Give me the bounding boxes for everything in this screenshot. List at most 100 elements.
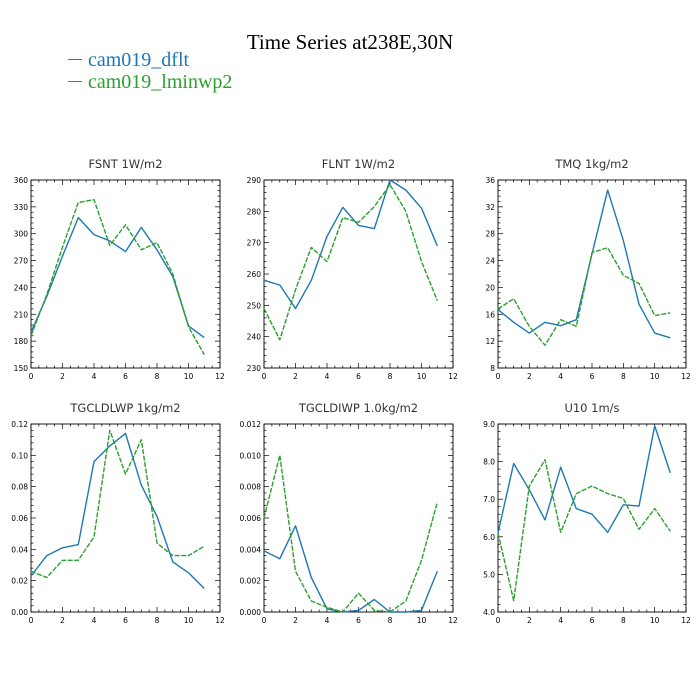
x-tick-label: 4 (325, 616, 330, 625)
y-tick-label: 0.012 (240, 420, 262, 429)
x-tick-label: 12 (681, 616, 691, 625)
y-tick-label: 260 (247, 270, 262, 279)
x-tick-label: 10 (417, 372, 427, 381)
plot-frame (30, 423, 221, 613)
x-tick-label: 4 (92, 616, 97, 625)
plot-frame (263, 423, 454, 613)
x-tick-label: 8 (621, 616, 626, 625)
plot-frame (30, 179, 221, 369)
x-tick-label: 2 (527, 372, 532, 381)
plot-frame (263, 179, 454, 369)
chart-panel-3: TGCLDLWP 1kg/m2 0 2 4 6 8 10 12 0.00 0.02 0.04 0.06… (11, 401, 225, 625)
chart-panel-4: TGCLDIWP 1.0kg/m2 0 2 4 6 8 10 12 0.000 0.002 0.00… (240, 401, 458, 625)
x-tick-label: 12 (681, 372, 691, 381)
y-tick-label: 230 (247, 364, 262, 373)
y-tick-label: 0.08 (11, 483, 28, 492)
y-tick-label: 32 (485, 203, 495, 212)
legend-label-lminwp2: cam019_lminwp2 (88, 71, 233, 93)
x-tick-label: 2 (293, 372, 298, 381)
x-tick-label: 10 (650, 616, 660, 625)
legend-swatch-dflt (68, 58, 82, 60)
series-line-dflt (497, 189, 671, 339)
y-tick-label: 0.008 (240, 483, 262, 492)
x-tick-label: 0 (29, 372, 34, 381)
chart-panel-0: FSNT 1W/m2 0 2 4 6 8 10 12 150 180 210 240 270 300 330… (14, 157, 225, 381)
series-line-lminwp2 (30, 198, 205, 355)
series-line-dflt (263, 179, 438, 310)
chart-panel-5: U10 1m/s 0 2 4 6 8 10 12 4.0 5.0 6.0 7.0 8.0 9.0 (483, 401, 691, 625)
series-line-dflt (263, 525, 438, 613)
legend-label-dflt: cam019_dflt (88, 49, 190, 71)
y-tick-label: 0.02 (11, 577, 28, 586)
y-tick-label: 240 (247, 333, 262, 342)
plot-frame (497, 423, 687, 613)
x-tick-label: 0 (496, 372, 501, 381)
y-tick-label: 210 (14, 310, 29, 319)
series-line-lminwp2 (263, 454, 438, 613)
x-tick-label: 12 (448, 372, 458, 381)
panel-title: TGCLDIWP 1.0kg/m2 (298, 401, 418, 415)
y-tick-label: 0.002 (240, 577, 262, 586)
panel-title: FSNT 1W/m2 (88, 157, 162, 171)
x-tick-label: 2 (293, 616, 298, 625)
y-tick-label: 12 (485, 337, 495, 346)
y-tick-label: 16 (485, 310, 495, 319)
x-tick-label: 8 (388, 616, 393, 625)
panel-title: FLNT 1W/m2 (322, 157, 395, 171)
y-tick-label: 0.10 (11, 451, 28, 460)
y-tick-label: 24 (485, 257, 495, 266)
x-tick-label: 8 (155, 616, 160, 625)
series-line-dflt (30, 432, 205, 589)
y-tick-label: 0.000 (240, 608, 262, 617)
x-tick-label: 12 (215, 616, 225, 625)
y-tick-label: 5.0 (483, 570, 495, 579)
x-tick-label: 10 (184, 616, 194, 625)
plot-frame (497, 179, 687, 369)
x-tick-label: 4 (558, 372, 563, 381)
y-tick-label: 36 (485, 176, 495, 185)
y-tick-label: 28 (485, 230, 495, 239)
y-tick-label: 280 (247, 207, 262, 216)
x-tick-label: 2 (60, 616, 65, 625)
x-tick-label: 6 (123, 372, 128, 381)
legend-entry-dflt: cam019_dflt (68, 49, 189, 71)
legend-swatch-lminwp2 (68, 80, 82, 82)
y-tick-label: 0.04 (11, 545, 28, 554)
y-tick-label: 250 (247, 301, 262, 310)
panel-title: U10 1m/s (564, 401, 619, 415)
y-tick-label: 270 (14, 257, 29, 266)
x-tick-label: 6 (123, 616, 128, 625)
y-tick-label: 180 (14, 337, 29, 346)
x-tick-label: 0 (29, 616, 34, 625)
y-tick-label: 7.0 (483, 495, 495, 504)
y-tick-label: 20 (485, 283, 495, 292)
panel-title: TGCLDLWP 1kg/m2 (69, 401, 180, 415)
y-tick-label: 0.12 (11, 420, 28, 429)
legend-entry-lminwp2: cam019_lminwp2 (68, 71, 232, 93)
series-line-lminwp2 (263, 183, 438, 341)
y-tick-label: 300 (14, 230, 29, 239)
x-tick-label: 12 (215, 372, 225, 381)
y-tick-label: 360 (14, 176, 29, 185)
x-tick-label: 4 (92, 372, 97, 381)
x-tick-label: 8 (155, 372, 160, 381)
x-tick-label: 0 (262, 372, 267, 381)
y-tick-label: 0.010 (240, 451, 262, 460)
x-tick-label: 2 (527, 616, 532, 625)
y-tick-label: 290 (247, 176, 262, 185)
y-tick-label: 8.0 (483, 458, 495, 467)
panel-title: TMQ 1kg/m2 (554, 157, 628, 171)
x-tick-label: 0 (262, 616, 267, 625)
x-tick-label: 6 (356, 372, 361, 381)
figure-title: Time Series at238E,30N (246, 30, 454, 54)
x-tick-label: 10 (184, 372, 194, 381)
x-tick-label: 10 (650, 372, 660, 381)
y-tick-label: 8 (490, 364, 495, 373)
y-tick-label: 0.004 (240, 545, 262, 554)
series-line-dflt (30, 216, 205, 339)
y-tick-label: 4.0 (483, 608, 495, 617)
y-tick-label: 0.00 (11, 608, 28, 617)
y-tick-label: 330 (14, 203, 29, 212)
